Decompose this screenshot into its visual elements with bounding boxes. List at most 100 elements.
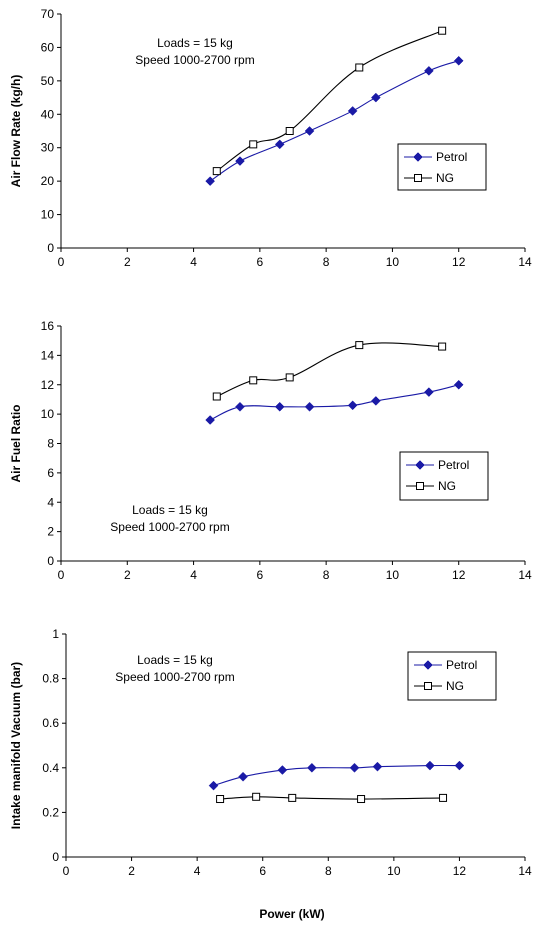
data-point-petrol	[454, 760, 465, 771]
x-tick-label: 6	[257, 568, 264, 582]
series-line-ng	[216, 30, 443, 172]
y-tick-label: 0.2	[42, 805, 59, 819]
data-point-ng	[216, 795, 225, 804]
legend-box	[407, 651, 497, 701]
data-point-petrol	[307, 762, 317, 773]
x-tick-label: 2	[128, 864, 135, 878]
annotation-text: Loads = 15 kg	[137, 653, 213, 667]
legend-marker-petrol	[413, 152, 423, 162]
x-tick-label: 0	[58, 568, 65, 582]
x-tick-label: 6	[257, 255, 264, 269]
data-point-petrol	[424, 65, 434, 76]
y-tick-label: 30	[41, 141, 55, 155]
y-tick-label: 0	[52, 850, 59, 864]
data-point-ng	[212, 167, 221, 176]
data-point-petrol	[205, 415, 215, 425]
data-point-petrol	[372, 761, 383, 772]
annotation-text: Speed 1000-2700 rpm	[135, 53, 254, 67]
x-tick-label: 14	[518, 568, 532, 582]
legend-marker-petrol	[415, 460, 425, 470]
legend-label-ng: NG	[438, 479, 456, 493]
x-tick-label: 14	[518, 255, 532, 269]
data-point-petrol	[235, 156, 245, 166]
annotation-text: Speed 1000-2700 rpm	[110, 520, 229, 534]
x-tick-label: 8	[325, 864, 332, 878]
x-tick-label: 12	[452, 255, 466, 269]
y-tick-label: 12	[41, 378, 55, 392]
y-tick-label: 40	[41, 107, 55, 121]
data-point-ng	[355, 63, 364, 72]
data-point-petrol	[205, 176, 215, 186]
data-point-petrol	[235, 401, 245, 412]
y-tick-label: 0	[47, 241, 54, 255]
x-tick-label: 10	[386, 568, 400, 582]
x-axis-label: Power (kW)	[259, 907, 324, 921]
data-point-ng	[285, 373, 294, 382]
legend-label-petrol: Petrol	[438, 458, 469, 472]
y-tick-label: 4	[47, 495, 54, 509]
data-point-petrol	[371, 396, 381, 406]
y-tick-label: 70	[41, 7, 55, 21]
y-axis-label: Intake manifold Vacuum (bar)	[9, 662, 23, 829]
y-tick-label: 20	[41, 174, 55, 188]
data-point-ng	[212, 392, 221, 401]
data-point-petrol	[371, 92, 381, 103]
x-tick-label: 12	[452, 568, 466, 582]
y-tick-label: 50	[41, 74, 55, 88]
data-point-ng	[438, 342, 447, 351]
data-point-petrol	[304, 401, 315, 412]
legend-label-ng: NG	[446, 679, 464, 693]
y-axis-label: Air Fuel Ratio	[9, 404, 23, 482]
data-point-petrol	[208, 780, 219, 791]
data-point-petrol	[304, 126, 315, 136]
annotation-text: Loads = 15 kg	[157, 36, 233, 50]
y-tick-label: 0.6	[42, 716, 59, 730]
data-point-petrol	[425, 760, 435, 771]
air-flow-rate-chart: 0 10 20 30 40 50 60 70 0 2 4 6 8 10 12 14 Air Flow Rate …	[9, 7, 532, 269]
legend-marker-ng	[424, 682, 432, 690]
y-tick-label: 0	[47, 554, 54, 568]
legend-label-petrol: Petrol	[446, 658, 477, 672]
data-point-ng	[288, 793, 297, 802]
data-point-ng	[249, 376, 258, 385]
annotation-text: Speed 1000-2700 rpm	[115, 670, 234, 684]
legend-box	[399, 451, 489, 501]
y-axis-label: Air Flow Rate (kg/h)	[9, 75, 23, 188]
series-line-petrol	[209, 384, 459, 421]
legend-label-ng: NG	[436, 171, 454, 185]
legend-marker-ng	[414, 174, 422, 182]
x-tick-label: 8	[323, 255, 330, 269]
data-point-ng	[438, 26, 447, 35]
legend-label-petrol: Petrol	[436, 150, 467, 164]
annotation-text: Loads = 15 kg	[132, 503, 208, 517]
data-point-ng	[249, 140, 258, 149]
x-tick-label: 0	[63, 864, 70, 878]
x-tick-label: 2	[124, 568, 131, 582]
legend-marker-petrol	[423, 660, 433, 670]
data-point-petrol	[274, 401, 285, 412]
data-point-petrol	[424, 387, 434, 397]
x-tick-label: 10	[387, 864, 401, 878]
y-tick-label: 10	[41, 208, 55, 222]
data-point-ng	[439, 793, 448, 802]
series-line-petrol	[213, 764, 460, 787]
y-tick-label: 16	[41, 319, 55, 333]
legend-box	[397, 143, 487, 191]
y-tick-label: 1	[52, 627, 59, 641]
data-point-petrol	[238, 771, 248, 782]
y-tick-label: 0.4	[42, 761, 59, 775]
x-tick-label: 10	[386, 255, 400, 269]
legend-marker-ng	[416, 482, 424, 490]
data-point-ng	[357, 795, 366, 804]
data-point-petrol	[347, 400, 358, 411]
air-fuel-ratio-chart: 0 2 4 6 8 10 12 14 16 0 2 4 6 8 10 12 14 Air Fuel Ratio Lo…	[9, 319, 532, 582]
data-point-petrol	[349, 762, 360, 773]
y-tick-label: 60	[41, 40, 55, 54]
x-tick-label: 12	[453, 864, 467, 878]
y-tick-label: 8	[47, 437, 54, 451]
data-point-petrol	[277, 765, 288, 775]
series-line-ng	[216, 342, 443, 398]
data-point-petrol	[347, 106, 358, 116]
